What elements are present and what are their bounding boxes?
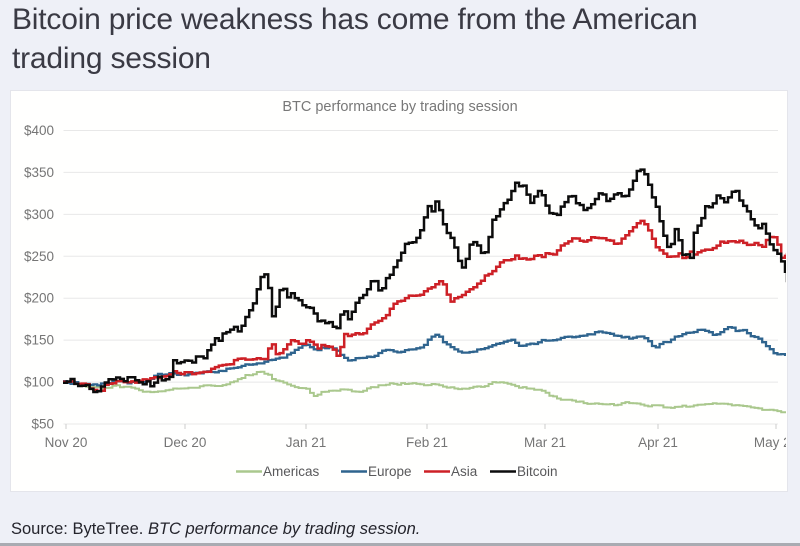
svg-text:$200: $200 [24,291,54,306]
svg-text:$150: $150 [24,333,54,348]
svg-text:Asia: Asia [451,464,478,479]
svg-text:$350: $350 [24,165,54,180]
svg-text:Dec 20: Dec 20 [164,435,207,450]
svg-text:Mar 21: Mar 21 [524,435,566,450]
svg-text:Feb 21: Feb 21 [406,435,448,450]
svg-text:$250: $250 [24,249,54,264]
svg-text:Apr 21: Apr 21 [638,435,678,450]
svg-text:$400: $400 [24,123,54,138]
svg-text:$100: $100 [24,375,54,390]
svg-text:Bitcoin: Bitcoin [517,464,558,479]
svg-text:BTC performance by trading ses: BTC performance by trading session [282,99,517,115]
svg-text:May 21: May 21 [754,435,798,450]
svg-text:Americas: Americas [263,464,320,479]
svg-text:$50: $50 [31,417,54,432]
svg-text:Nov 20: Nov 20 [45,435,88,450]
svg-text:$300: $300 [24,207,54,222]
svg-text:Jan 21: Jan 21 [286,435,327,450]
svg-text:Europe: Europe [368,464,412,479]
